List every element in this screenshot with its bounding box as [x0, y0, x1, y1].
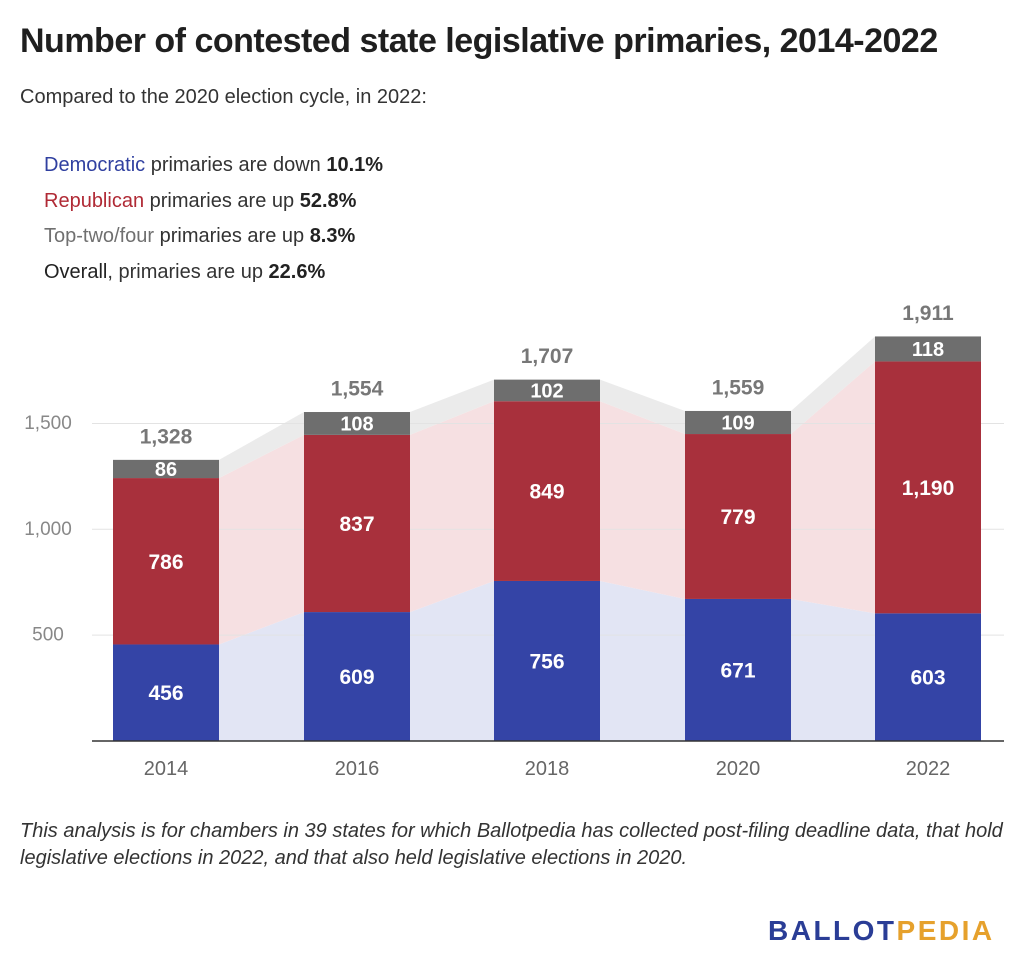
band-republican [410, 401, 494, 613]
bar-republican [113, 478, 219, 645]
bar-democratic [494, 580, 600, 741]
bar-democratic [304, 612, 410, 741]
data-label: 837 [339, 513, 374, 536]
bar-toptwo [113, 459, 219, 479]
summary-list: Democratic primaries are down 10.1% Repu… [44, 148, 383, 290]
bar-republican [494, 401, 600, 581]
data-label: 756 [529, 650, 564, 673]
summary-toptwo: Top-two/four primaries are up 8.3% [44, 219, 383, 255]
chart-subtitle: Compared to the 2020 election cycle, in … [20, 86, 427, 108]
logo-part-ballot: BALLOT [768, 915, 897, 946]
band-republican [791, 361, 875, 614]
toptwo-text: primaries are up [154, 225, 310, 247]
data-label: 779 [720, 506, 755, 529]
data-label: 609 [339, 666, 374, 689]
band-democratic [219, 612, 304, 741]
bar-republican [875, 361, 981, 614]
data-label: 603 [910, 667, 945, 690]
band-toptwo [600, 379, 685, 435]
total-label: 1,911 [902, 302, 954, 325]
overall-text: , primaries are up [107, 260, 269, 283]
overall-value: 22.6% [268, 260, 326, 283]
summary-democratic: Democratic primaries are down 10.1% [44, 148, 383, 184]
x-tick-label: 2018 [525, 758, 570, 780]
data-label: 86 [155, 459, 177, 481]
data-label: 786 [148, 551, 183, 574]
logo-part-pedia: PEDIA [896, 915, 995, 946]
republican-text: primaries are up [144, 189, 300, 212]
data-label: 109 [721, 412, 754, 434]
toptwo-label: Top-two/four [44, 225, 155, 247]
data-label: 108 [340, 413, 373, 435]
chart-title: Number of contested state legislative pr… [20, 22, 938, 60]
data-label: 671 [720, 659, 755, 682]
band-toptwo [410, 379, 494, 435]
data-label: 118 [912, 339, 944, 361]
stacked-bar-chart: 500 1,000 1,500 456 786 86 1,328 2014 609 837 108 1… [24, 302, 1004, 780]
total-label: 1,559 [712, 376, 765, 399]
band-republican [219, 434, 304, 645]
overall-label: Overall [44, 260, 108, 283]
data-label: 456 [148, 682, 183, 705]
bar-democratic [113, 644, 219, 741]
y-tick-label: 1,000 [24, 519, 72, 540]
x-tick-label: 2020 [716, 758, 761, 780]
bar-democratic [685, 598, 791, 741]
bar-republican [304, 434, 410, 613]
total-label: 1,707 [521, 345, 574, 368]
data-label: 1,190 [902, 477, 955, 500]
democratic-value: 10.1% [326, 154, 384, 176]
band-democratic [600, 580, 685, 741]
x-tick-label: 2016 [335, 758, 380, 780]
republican-value: 52.8% [299, 189, 357, 212]
total-label: 1,554 [331, 378, 384, 401]
bar-toptwo [304, 412, 410, 435]
y-tick-label: 500 [32, 625, 64, 646]
summary-overall: Overall, primaries are up 22.6% [44, 255, 383, 291]
bar-toptwo [875, 336, 981, 362]
methodology-note: This analysis is for chambers in 39 stat… [20, 820, 1003, 869]
bar-democratic [875, 613, 981, 741]
band-toptwo [219, 412, 304, 479]
bar-republican [685, 434, 791, 599]
toptwo-value: 8.3% [309, 225, 356, 247]
ballotpedia-logo: BALLOTPEDIA [768, 915, 995, 947]
total-label: 1,328 [140, 425, 193, 448]
summary-republican: Republican primaries are up 52.8% [44, 184, 383, 220]
bar-toptwo [494, 379, 600, 402]
democratic-text: primaries are down [145, 154, 327, 176]
democratic-label: Democratic [44, 154, 146, 176]
band-republican [600, 401, 685, 599]
republican-label: Republican [44, 189, 145, 212]
data-label: 102 [530, 380, 563, 402]
x-tick-label: 2014 [144, 758, 189, 780]
band-democratic [791, 598, 875, 741]
data-label: 849 [529, 481, 564, 504]
y-tick-label: 1,500 [24, 413, 72, 434]
band-democratic [410, 580, 494, 741]
x-tick-label: 2022 [906, 758, 951, 780]
band-toptwo [791, 336, 875, 435]
bar-toptwo [685, 410, 791, 435]
